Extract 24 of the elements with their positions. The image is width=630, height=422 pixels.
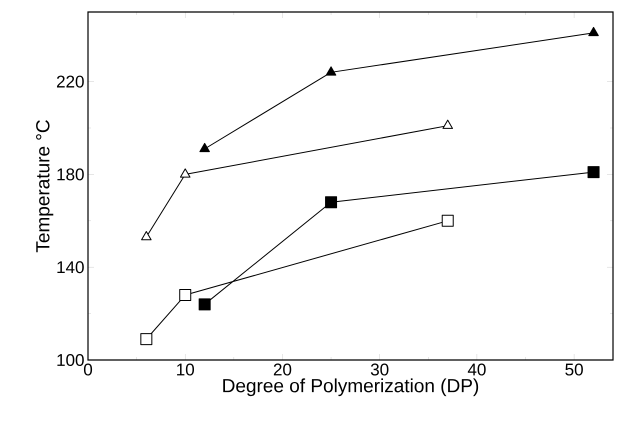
point — [179, 289, 192, 302]
y-tick-label: 140 — [57, 261, 84, 274]
point — [588, 26, 599, 36]
point — [326, 66, 336, 76]
y-tick-label: 100 — [57, 354, 84, 366]
point — [140, 333, 152, 346]
x-tick-label: 20 — [274, 364, 292, 376]
point — [180, 168, 190, 178]
y-axis-title: Temperature °C — [36, 120, 54, 252]
x-tick-label: 40 — [468, 364, 486, 376]
x-tick-label: 10 — [177, 364, 194, 376]
point — [199, 142, 210, 152]
point — [442, 214, 454, 227]
point — [588, 166, 600, 178]
point — [325, 196, 338, 208]
x-tick-label: 30 — [370, 364, 388, 376]
x-axis-title: Degree of Polymerization (DP) — [223, 378, 478, 396]
point — [141, 231, 152, 240]
x-tick-label: 0 — [84, 364, 92, 376]
x-tick-label: 50 — [565, 364, 583, 376]
y-tick-label: 180 — [57, 168, 84, 180]
y-tick-label: 220 — [56, 76, 84, 88]
point — [442, 120, 453, 129]
point — [198, 298, 211, 310]
